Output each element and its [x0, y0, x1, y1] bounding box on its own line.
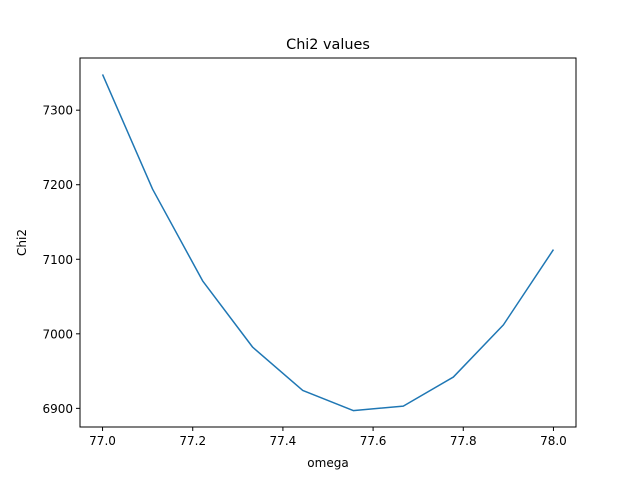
y-axis-label: Chi2: [15, 229, 29, 256]
x-tick-label: 77.2: [179, 434, 206, 448]
plot-area: [101, 74, 555, 412]
y-tick-label: 6900: [42, 402, 73, 416]
x-axis: 77.0 77.2 77.4 77.6 77.8 78.0: [89, 427, 567, 448]
x-tick-label: 77.4: [270, 434, 297, 448]
y-tick-label: 7300: [42, 104, 73, 118]
axes-frame: [79, 57, 577, 428]
y-tick-label: 7000: [42, 327, 73, 341]
x-tick-label: 77.8: [450, 434, 477, 448]
chart-title: Chi2 values: [286, 37, 370, 53]
x-tick-label: 77.0: [89, 434, 116, 448]
y-axis: 6900 7000 7100 7200 7300: [42, 104, 80, 416]
x-axis-label: omega: [307, 456, 348, 470]
series-line: [101, 74, 555, 412]
y-tick-label: 7200: [42, 178, 73, 192]
y-tick-label: 7100: [42, 253, 73, 267]
x-tick-label: 77.6: [360, 434, 387, 448]
x-tick-label: 78.0: [540, 434, 567, 448]
